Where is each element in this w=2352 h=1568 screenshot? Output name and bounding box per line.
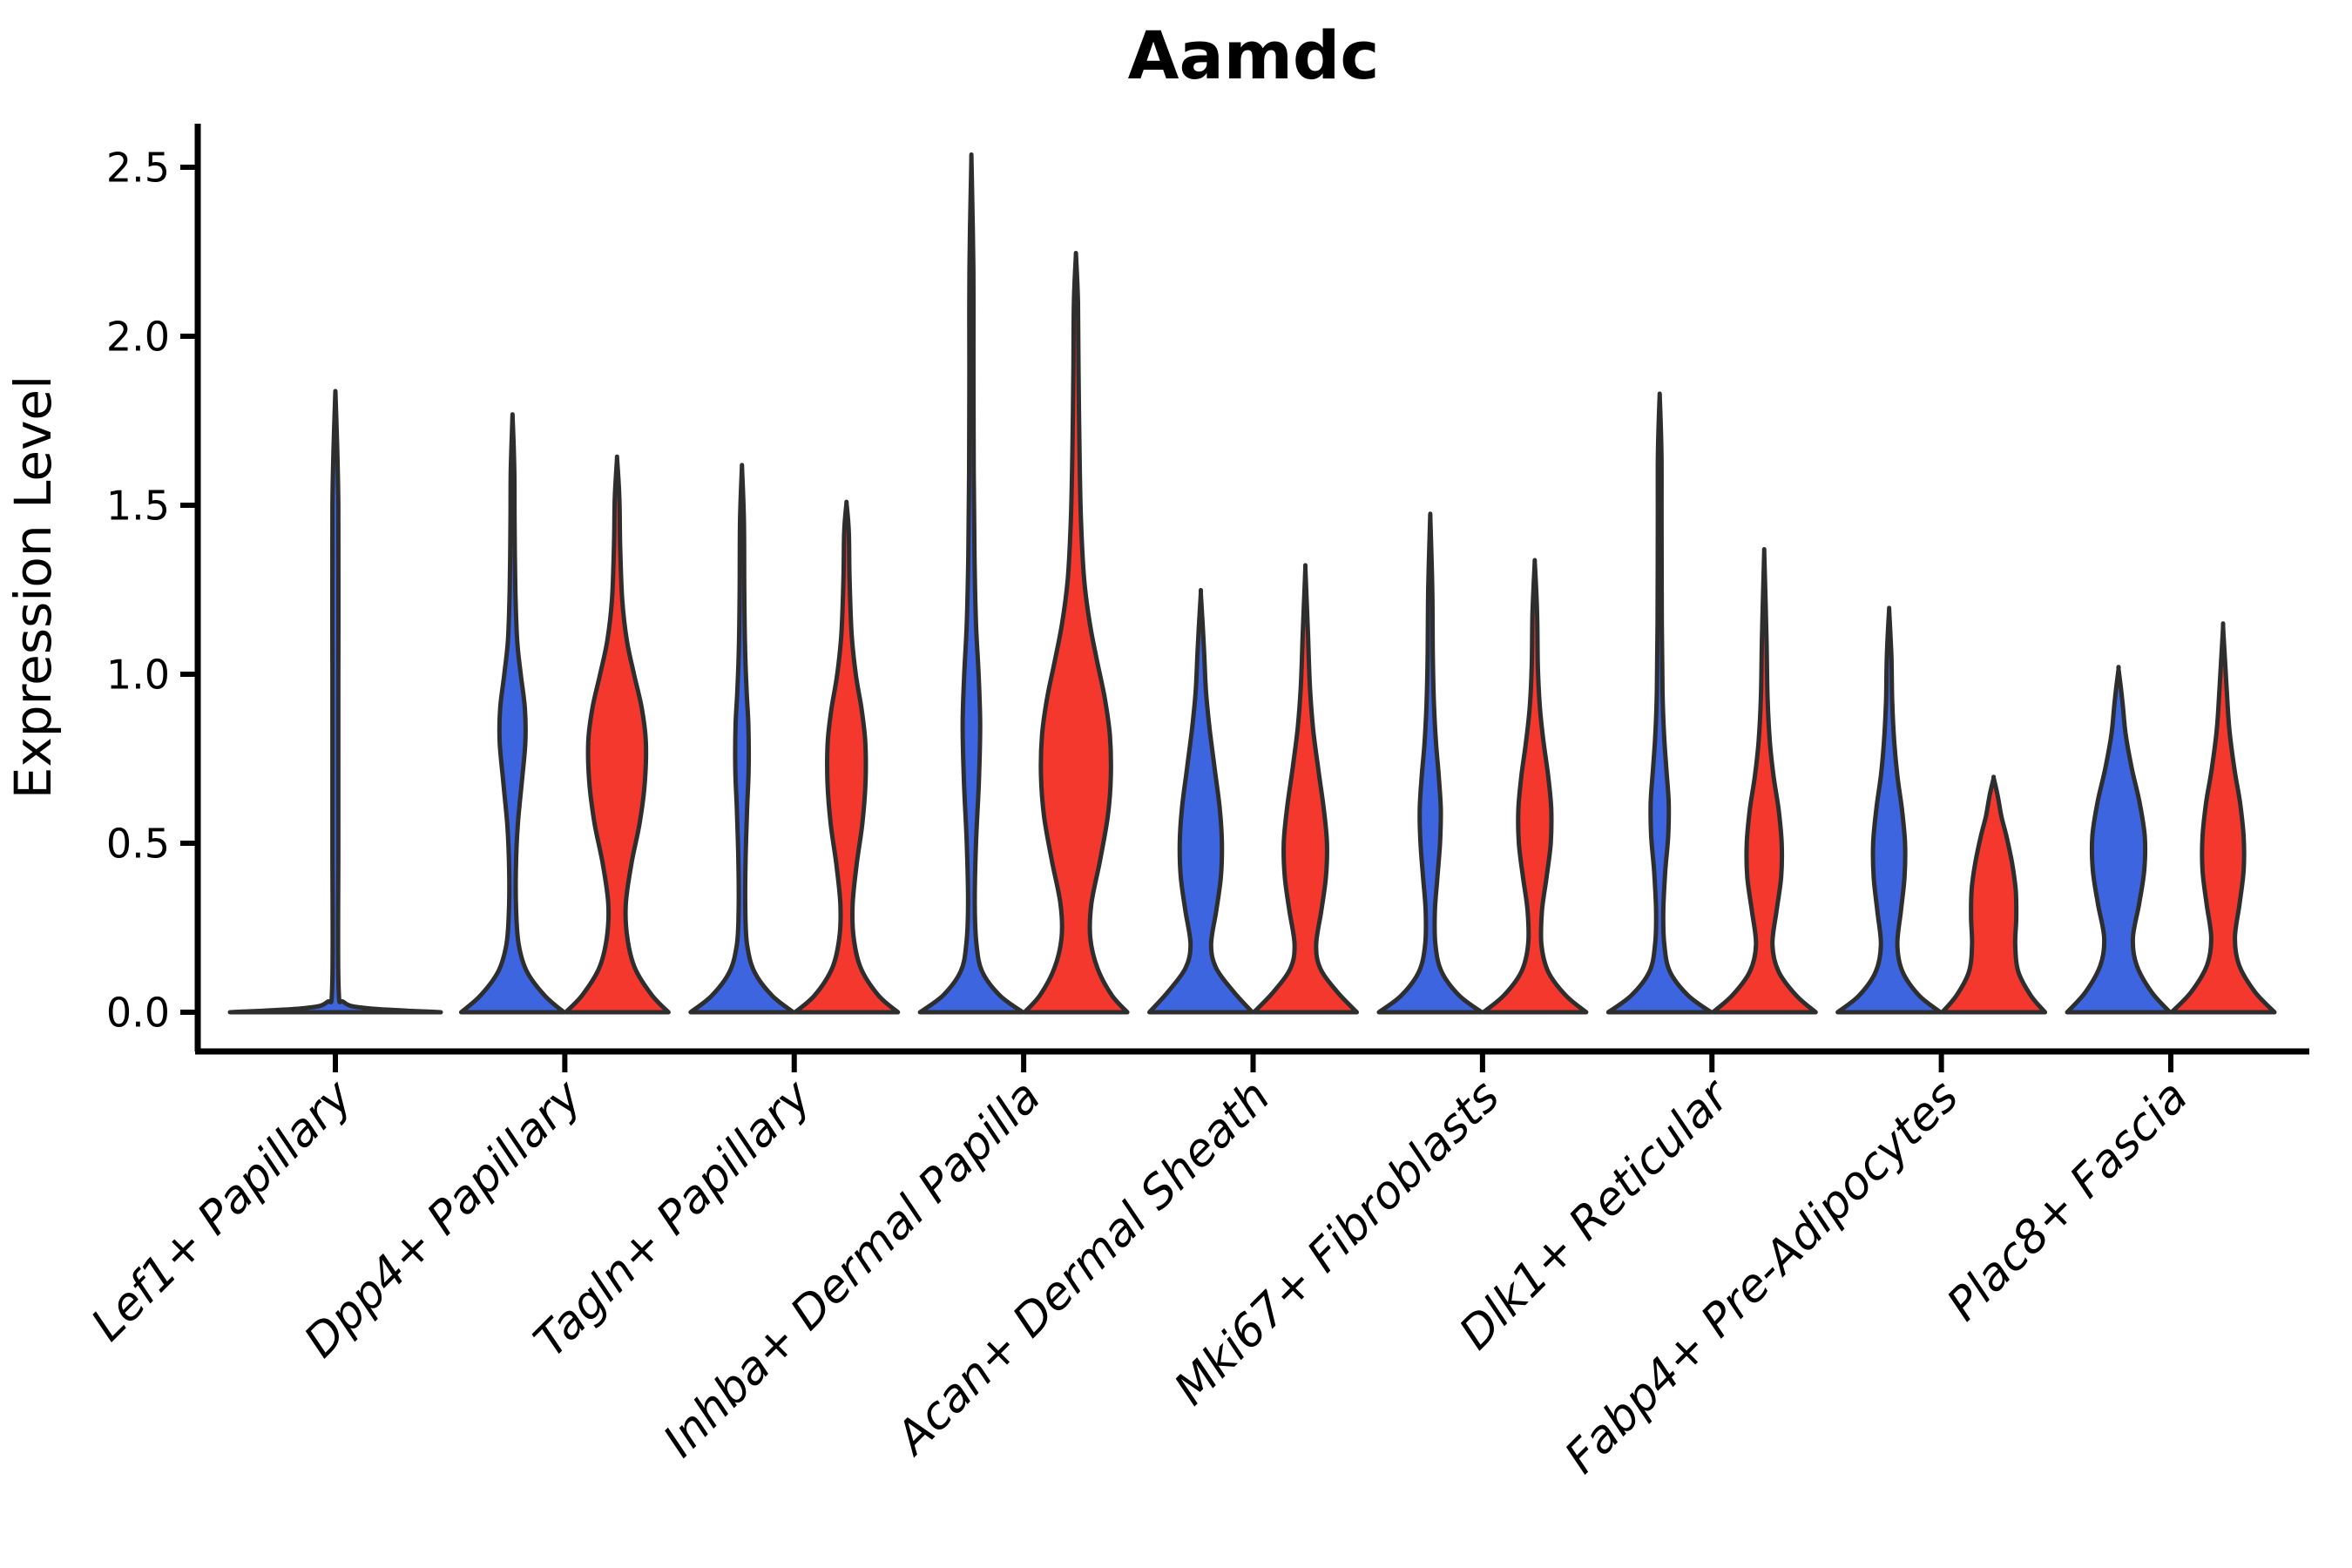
violin-acan-dermal-sheath-red (1252, 563, 1359, 1015)
violin-plac8-fascia-blue (2065, 665, 2173, 1015)
x-tick-label-inhba-dermal-papilla: Inhba+ Dermal Papilla (654, 1071, 1051, 1468)
violin-lef1-papillary-single (227, 389, 443, 1015)
violin-tagln-papillary-red (793, 499, 901, 1015)
violin-acan-dermal-sheath-blue (1147, 588, 1254, 1015)
y-tick-label: 1.0 (106, 652, 170, 699)
violin-dpp4-papillary-blue (458, 412, 566, 1015)
violin-mki67-fibroblasts-blue (1376, 511, 1484, 1015)
y-tick-label: 0.5 (106, 821, 170, 868)
violin-plac8-fascia-red (2169, 621, 2277, 1015)
x-tick-label-acan-dermal-sheath: Acan+ Dermal Sheath (885, 1071, 1281, 1466)
y-tick-label: 2.5 (106, 145, 170, 192)
y-tick-label: 2.0 (106, 314, 170, 361)
x-tick-label-plac8-fascia: Plac8+ Fascia (1937, 1071, 2198, 1331)
violin-dpp4-papillary-red (563, 454, 671, 1015)
violin-mki67-fibroblasts-red (1481, 558, 1589, 1015)
y-tick-label: 0.0 (106, 990, 170, 1037)
violin-inhba-dermal-papilla-red (1022, 251, 1130, 1015)
violin-dlk1-reticular-blue (1605, 391, 1713, 1015)
violin-tagln-papillary-blue (688, 463, 796, 1015)
x-tick-label-fabp4-pre-adipocytes: Fabp4+ Pre-Adipocytes (1555, 1071, 1969, 1484)
violin-fabp4-pre-adipocytes-blue (1835, 605, 1943, 1015)
violin-fabp4-pre-adipocytes-red (1940, 774, 2048, 1015)
y-tick-label: 1.5 (106, 483, 170, 530)
y-axis-label: Expression Level (3, 375, 63, 799)
violin-dlk1-reticular-red (1710, 546, 1818, 1015)
violin-layer (227, 152, 2277, 1015)
violin-inhba-dermal-papilla-blue (917, 152, 1025, 1015)
chart-title: Aamdc (1128, 17, 1380, 94)
